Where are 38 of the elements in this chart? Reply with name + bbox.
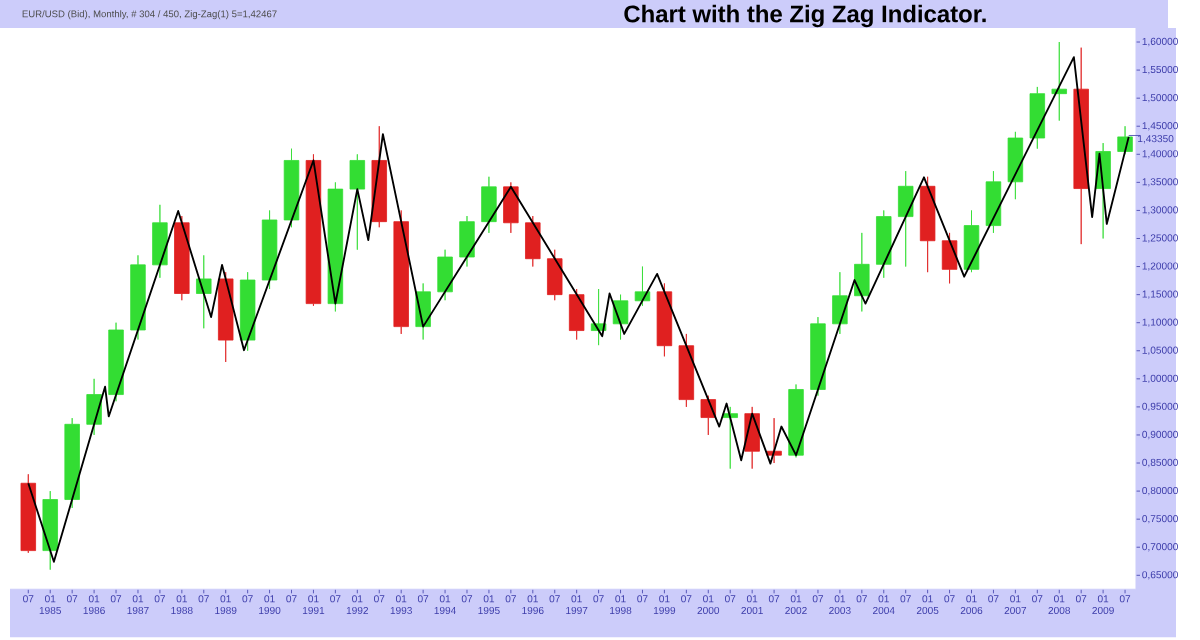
candlestick [174, 215, 190, 301]
candlestick [1029, 86, 1046, 150]
candlestick [42, 490, 58, 571]
candlestick [788, 384, 804, 458]
candlestick [283, 148, 300, 228]
candlestick [1007, 131, 1024, 200]
chart-title: Chart with the Zig Zag Indicator. [624, 4, 986, 28]
candlestick [678, 333, 695, 408]
candlestick [437, 249, 453, 301]
candlestick [854, 232, 870, 312]
candlestick [985, 170, 1002, 234]
candlestick [20, 473, 37, 554]
candlestick [393, 210, 409, 335]
candlestick [568, 288, 585, 340]
candlestick [963, 210, 980, 273]
candlestick [108, 322, 124, 402]
candlestick [656, 283, 673, 357]
candlestick [810, 316, 826, 397]
candlestick [547, 249, 563, 301]
candlestick [876, 210, 892, 279]
candlestick [503, 181, 519, 234]
candlestick [327, 181, 344, 312]
candlestick [832, 271, 848, 335]
candlestick [897, 170, 914, 267]
candlestick [152, 204, 168, 279]
candlestick [919, 176, 936, 273]
candlestick [261, 210, 278, 290]
candlestick [64, 417, 80, 509]
candlestick [481, 176, 497, 234]
candlestick [459, 215, 475, 267]
candlestick [239, 271, 256, 352]
candlestick [130, 254, 146, 340]
line-series [27, 56, 1130, 563]
candlestick [218, 271, 234, 363]
candlestick [941, 232, 958, 284]
candlestick [525, 215, 541, 267]
candlestick [349, 153, 366, 251]
candlestick [305, 153, 322, 307]
